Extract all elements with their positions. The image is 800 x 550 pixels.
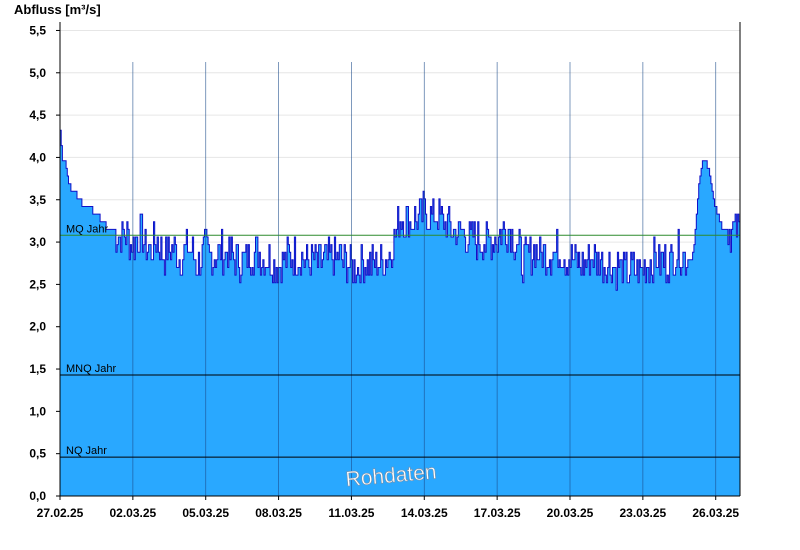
y-tick-label: 5,0 bbox=[29, 66, 46, 80]
reference-label: NQ Jahr bbox=[66, 445, 107, 457]
x-tick-label: 08.03.25 bbox=[255, 506, 302, 520]
day-gridlines bbox=[132, 62, 717, 496]
x-tick-label: 26.03.25 bbox=[692, 506, 739, 520]
x-tick-label: 11.03.25 bbox=[328, 506, 374, 520]
x-tick-label: 27.02.25 bbox=[37, 506, 84, 520]
y-tick-label: 0,5 bbox=[29, 447, 46, 461]
y-axis-label: Abfluss [m³/s] bbox=[14, 2, 101, 17]
discharge-area bbox=[60, 129, 740, 497]
discharge-line bbox=[60, 129, 740, 291]
x-tick-label: 14.03.25 bbox=[401, 506, 448, 520]
x-tick-label: 23.03.25 bbox=[619, 506, 666, 520]
y-tick-label: 5,5 bbox=[29, 23, 46, 37]
y-tick-label: 2,5 bbox=[29, 277, 46, 291]
x-tick-label: 02.03.25 bbox=[109, 506, 156, 520]
y-tick-label: 0,0 bbox=[29, 489, 46, 503]
y-tick-label: 3,0 bbox=[29, 235, 46, 249]
discharge-fill bbox=[60, 130, 740, 497]
x-tick-label: 05.03.25 bbox=[182, 506, 229, 520]
y-tick-label: 1,5 bbox=[29, 362, 46, 376]
y-tick-labels: 0,0 0,5 1,0 1,5 2,0 2,5 3,0 3,5 4,0 4,5 5,0 5,5 bbox=[29, 23, 60, 503]
y-tick-label: 2,0 bbox=[29, 320, 46, 334]
axes bbox=[59, 22, 741, 497]
x-tick-label: 20.03.25 bbox=[547, 506, 594, 520]
y-tick-label: 4,0 bbox=[29, 150, 46, 164]
reference-lines: MQ Jahr MNQ Jahr NQ Jahr bbox=[60, 223, 740, 458]
y-tick-label: 4,5 bbox=[29, 108, 46, 122]
x-tick-labels: 27.02.25 02.03.25 05.03.25 08.03.25 11.03.25… bbox=[37, 496, 739, 520]
reference-label: MQ Jahr bbox=[66, 223, 109, 235]
reference-label: MNQ Jahr bbox=[66, 363, 116, 375]
y-tick-label: 1,0 bbox=[29, 404, 46, 418]
y-tick-label: 3,5 bbox=[29, 193, 46, 207]
x-tick-label: 17.03.25 bbox=[474, 506, 521, 520]
